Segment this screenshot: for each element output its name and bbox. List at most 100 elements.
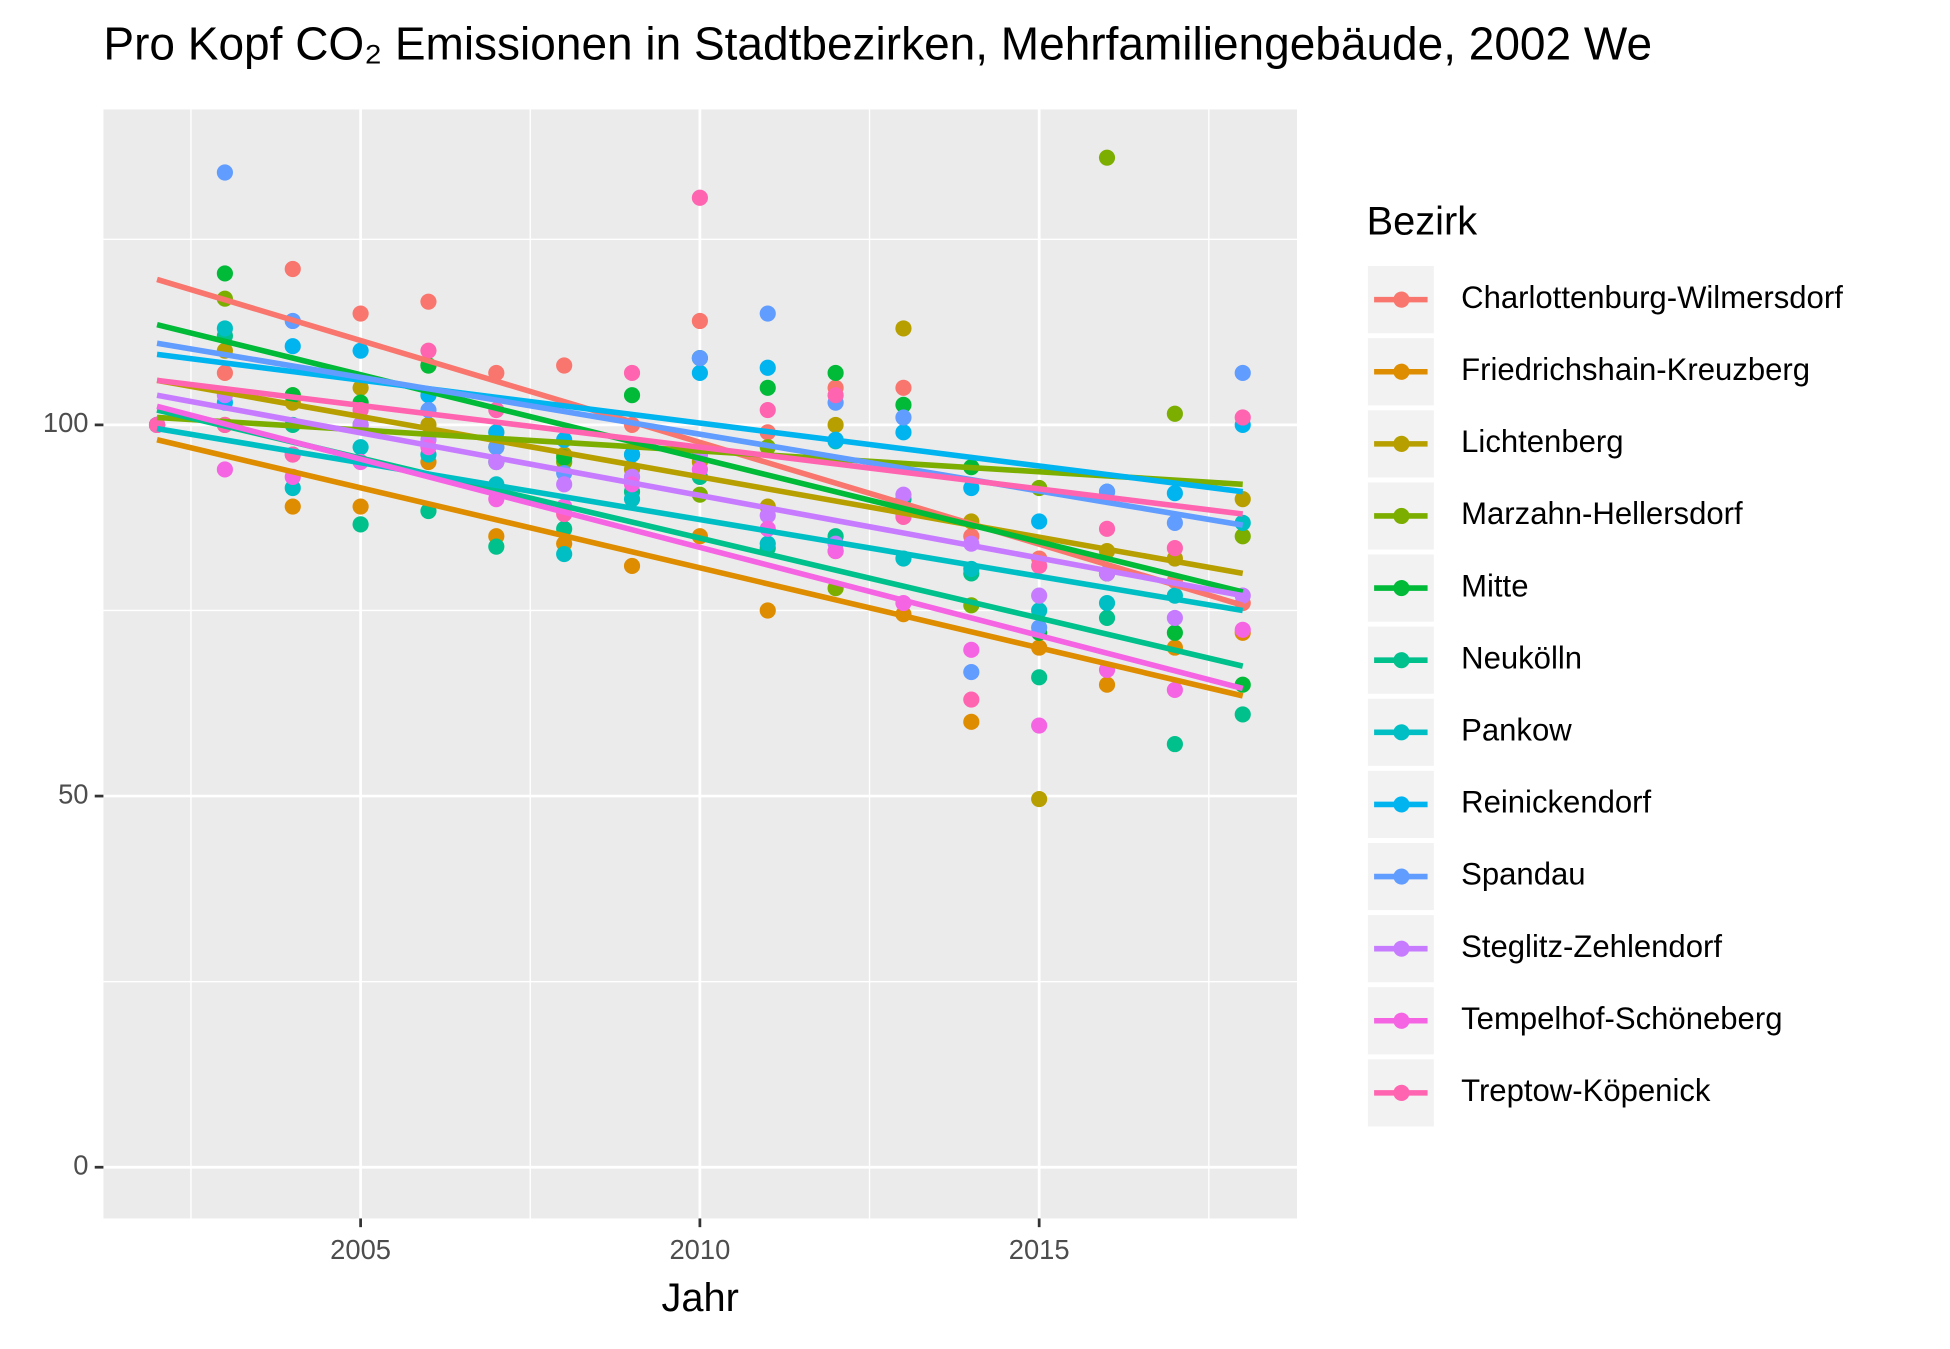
point <box>216 461 233 478</box>
legend-dot <box>1393 1012 1410 1029</box>
point <box>827 387 844 404</box>
point <box>623 364 641 382</box>
x-tick-label: 2010 <box>669 1234 730 1265</box>
point <box>691 189 708 206</box>
point <box>352 305 369 322</box>
point <box>216 265 233 282</box>
point <box>1166 609 1183 626</box>
y-tick-label: 0 <box>73 1149 88 1180</box>
point <box>827 543 844 560</box>
point <box>556 476 573 493</box>
point <box>1166 514 1183 531</box>
point <box>216 364 233 382</box>
point <box>556 545 573 563</box>
point <box>1234 528 1251 545</box>
y-tick-label: 100 <box>43 407 89 438</box>
point <box>1166 405 1183 422</box>
point <box>963 664 980 681</box>
point <box>963 479 980 497</box>
point <box>1098 594 1116 612</box>
point <box>623 446 641 463</box>
point <box>691 312 708 330</box>
x-axis-title: Jahr <box>662 1276 739 1320</box>
point <box>352 379 369 396</box>
point <box>895 396 912 413</box>
point <box>1098 676 1116 693</box>
legend-dot <box>1393 507 1410 525</box>
point <box>895 486 912 503</box>
legend-label: Neukölln <box>1461 640 1582 675</box>
point <box>420 342 437 359</box>
legend-label: Reinickendorf <box>1461 785 1651 820</box>
trend-line <box>156 276 1244 608</box>
legend-dot <box>1393 652 1410 669</box>
point <box>488 364 505 382</box>
legend-dot <box>1393 291 1410 308</box>
point <box>216 164 233 181</box>
point <box>623 387 641 404</box>
point <box>623 557 641 575</box>
point <box>284 479 301 497</box>
point <box>827 416 844 433</box>
point <box>759 359 776 376</box>
point <box>1166 485 1183 502</box>
trend-line <box>156 437 1244 699</box>
legend-label: Mitte <box>1461 568 1528 603</box>
point <box>963 691 980 708</box>
y-tick-label: 50 <box>58 778 88 809</box>
legend-title: Bezirk <box>1367 199 1478 243</box>
legend-label: Friedrichshain-Kreuzberg <box>1461 352 1810 387</box>
point <box>759 602 776 619</box>
point <box>1234 491 1251 508</box>
point <box>352 516 369 533</box>
legend-dot <box>1393 363 1410 380</box>
point <box>284 498 301 515</box>
point <box>1166 736 1183 753</box>
point <box>1098 609 1116 626</box>
trend-line <box>156 321 1244 595</box>
point <box>895 409 912 426</box>
point <box>895 424 912 441</box>
point <box>759 401 776 419</box>
point <box>216 320 233 337</box>
point <box>759 305 776 322</box>
point <box>963 641 980 658</box>
point <box>1166 681 1183 698</box>
x-tick-label: 2005 <box>330 1234 391 1265</box>
legend-dot <box>1393 796 1410 813</box>
point <box>895 320 912 337</box>
point <box>691 350 708 367</box>
point <box>1031 587 1048 604</box>
point <box>1031 513 1048 530</box>
point <box>556 357 573 374</box>
legend-dot <box>1393 940 1410 957</box>
point <box>1234 706 1251 723</box>
point <box>759 535 776 552</box>
legend-label: Marzahn-Hellersdorf <box>1461 496 1743 531</box>
trend-line <box>156 425 1244 614</box>
point <box>1234 621 1251 638</box>
legend-label: Lichtenberg <box>1461 424 1623 459</box>
point <box>488 538 505 555</box>
legend-label: Treptow-Köpenick <box>1461 1073 1711 1108</box>
legend-label: Steglitz-Zehlendorf <box>1461 929 1722 964</box>
point <box>352 498 369 515</box>
point <box>1031 669 1048 686</box>
point <box>1031 790 1048 808</box>
point <box>420 293 437 310</box>
point <box>1234 364 1251 382</box>
point <box>759 379 776 396</box>
point <box>1166 540 1183 557</box>
legend-dot <box>1393 868 1410 885</box>
chart-title: Pro Kopf CO₂ Emissionen in Stadtbezirken… <box>103 17 1652 69</box>
point <box>352 342 369 359</box>
legend-dot <box>1393 580 1410 597</box>
trend-line <box>156 377 1244 517</box>
legend-dot <box>1393 435 1410 452</box>
point <box>895 379 912 396</box>
legend-label: Spandau <box>1461 857 1585 892</box>
point <box>1031 557 1048 575</box>
trend-line <box>156 340 1244 528</box>
